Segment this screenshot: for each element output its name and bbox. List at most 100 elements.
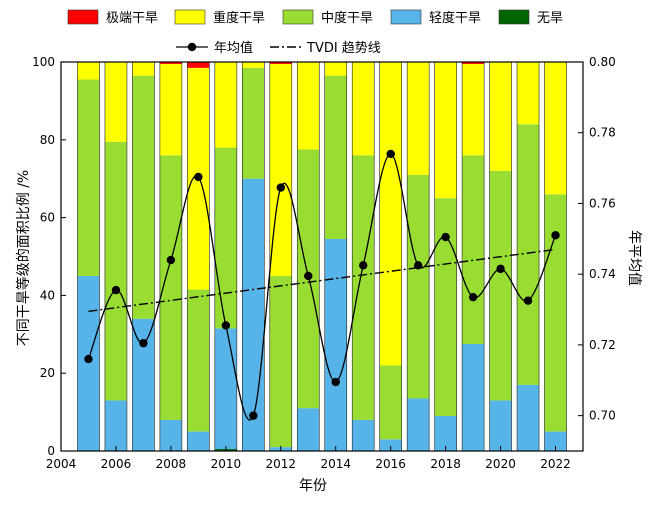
legend-swatch <box>174 9 206 25</box>
x-tick-label: 2008 <box>156 457 187 471</box>
bar-segment <box>242 62 265 68</box>
bar-segment <box>434 198 457 416</box>
bar-segment <box>434 415 457 451</box>
mean-point <box>468 292 478 302</box>
plot-frame <box>60 61 584 452</box>
y-tick-label: 0 <box>47 444 55 458</box>
mean-point <box>304 271 313 281</box>
mean-point <box>139 338 148 348</box>
bar-segment <box>489 400 512 451</box>
bar-segment <box>352 62 375 156</box>
mean-point <box>441 232 450 242</box>
axes: 2004 2006 2008 2010 2012 2014 2016 2018 2020 2022… <box>32 55 616 471</box>
x-tick-label: 2006 <box>101 457 132 471</box>
legend-label: 中度干旱 <box>321 10 373 26</box>
bar-segment <box>214 147 237 329</box>
mean-point <box>551 231 560 240</box>
y-tick-label: 80 <box>40 133 55 147</box>
bar-segment <box>242 67 265 179</box>
legend-label: 重度干旱 <box>213 10 265 26</box>
trend-line-group <box>88 248 556 313</box>
x-tick-label: 2018 <box>430 457 461 471</box>
bar-segment <box>352 419 375 451</box>
bar-segment <box>104 62 127 142</box>
mean-point <box>413 261 423 270</box>
bar-segment <box>379 62 402 366</box>
x-tick-label: 2014 <box>320 457 351 471</box>
y-tick-label: 20 <box>40 366 55 380</box>
legend-swatch <box>67 9 99 25</box>
bar-segment <box>214 62 237 148</box>
bar-segment <box>214 328 237 450</box>
y2-tick-label: 0.70 <box>589 409 616 423</box>
bar-segment <box>324 238 347 451</box>
legend-swatch <box>282 9 314 25</box>
bar-segment <box>434 62 457 199</box>
bar-segment <box>187 289 210 432</box>
mean-point <box>84 354 93 364</box>
legend-swatch <box>390 9 422 25</box>
bar-segment <box>489 170 512 401</box>
mean-line-group <box>84 149 560 421</box>
x-axis-title: 年份 <box>299 478 327 494</box>
bar-segment <box>462 62 485 64</box>
y2-tick-label: 0.78 <box>589 126 616 140</box>
mean-point <box>496 264 505 274</box>
stacked-bars <box>77 61 567 452</box>
bar-segment <box>407 174 430 399</box>
legend-label: TVDI 趋势线 <box>306 40 381 56</box>
x-tick-label: 2020 <box>485 457 516 471</box>
legend-label: 年均值 <box>214 40 253 56</box>
legend-point-sample <box>187 42 197 52</box>
y2-tick-label: 0.74 <box>589 267 616 281</box>
bar-segment <box>159 155 182 420</box>
bar-segment <box>132 318 155 451</box>
mean-point <box>523 296 533 305</box>
bar-segment <box>324 75 347 239</box>
bar-segment <box>104 141 127 401</box>
y-tick-label: 100 <box>32 55 55 69</box>
trend-line <box>88 248 556 313</box>
mean-point <box>111 285 121 295</box>
bar-segment <box>187 62 210 68</box>
y-tick-label: 60 <box>40 211 55 225</box>
mean-point <box>359 261 368 270</box>
bar-segment <box>269 63 292 276</box>
bar-segment <box>77 62 100 80</box>
legend-label: 无旱 <box>537 11 563 26</box>
x-tick-label: 2022 <box>540 457 571 471</box>
bar-segment <box>132 62 155 76</box>
bar-segment <box>104 400 127 451</box>
bar-segment <box>297 408 320 451</box>
mean-point <box>249 411 258 420</box>
bar-segment <box>544 62 567 195</box>
bar-segment <box>379 439 402 451</box>
bar-segment <box>77 79 100 276</box>
bar-segment <box>517 124 540 385</box>
mean-point <box>221 321 231 330</box>
x-tick-label: 2016 <box>375 457 406 471</box>
y-tick-label: 40 <box>40 288 55 302</box>
bar-segment <box>132 75 155 319</box>
bar-segment <box>242 178 265 451</box>
y2-tick-label: 0.72 <box>589 338 616 352</box>
bar-segment <box>269 275 292 448</box>
y2-axis-title: 年平均值 <box>626 230 642 286</box>
bar-segment <box>297 62 320 150</box>
mean-point <box>194 172 203 182</box>
bar-segment <box>187 431 210 451</box>
bar-segment <box>159 63 182 156</box>
bar-segment <box>159 62 182 64</box>
bar-segment <box>517 384 540 451</box>
x-tick-label: 2010 <box>211 457 242 471</box>
bar-segment <box>269 62 292 64</box>
mean-point <box>386 149 395 159</box>
y2-tick-label: 0.80 <box>589 55 616 69</box>
bar-segment <box>517 62 540 125</box>
y-axis-title: 不同干旱等级的面积比例 /% <box>15 170 32 346</box>
x-tick-label: 2004 <box>46 457 77 471</box>
bar-segment <box>489 62 512 171</box>
bar-segment <box>544 431 567 451</box>
legend-label: 轻度干旱 <box>429 10 481 26</box>
